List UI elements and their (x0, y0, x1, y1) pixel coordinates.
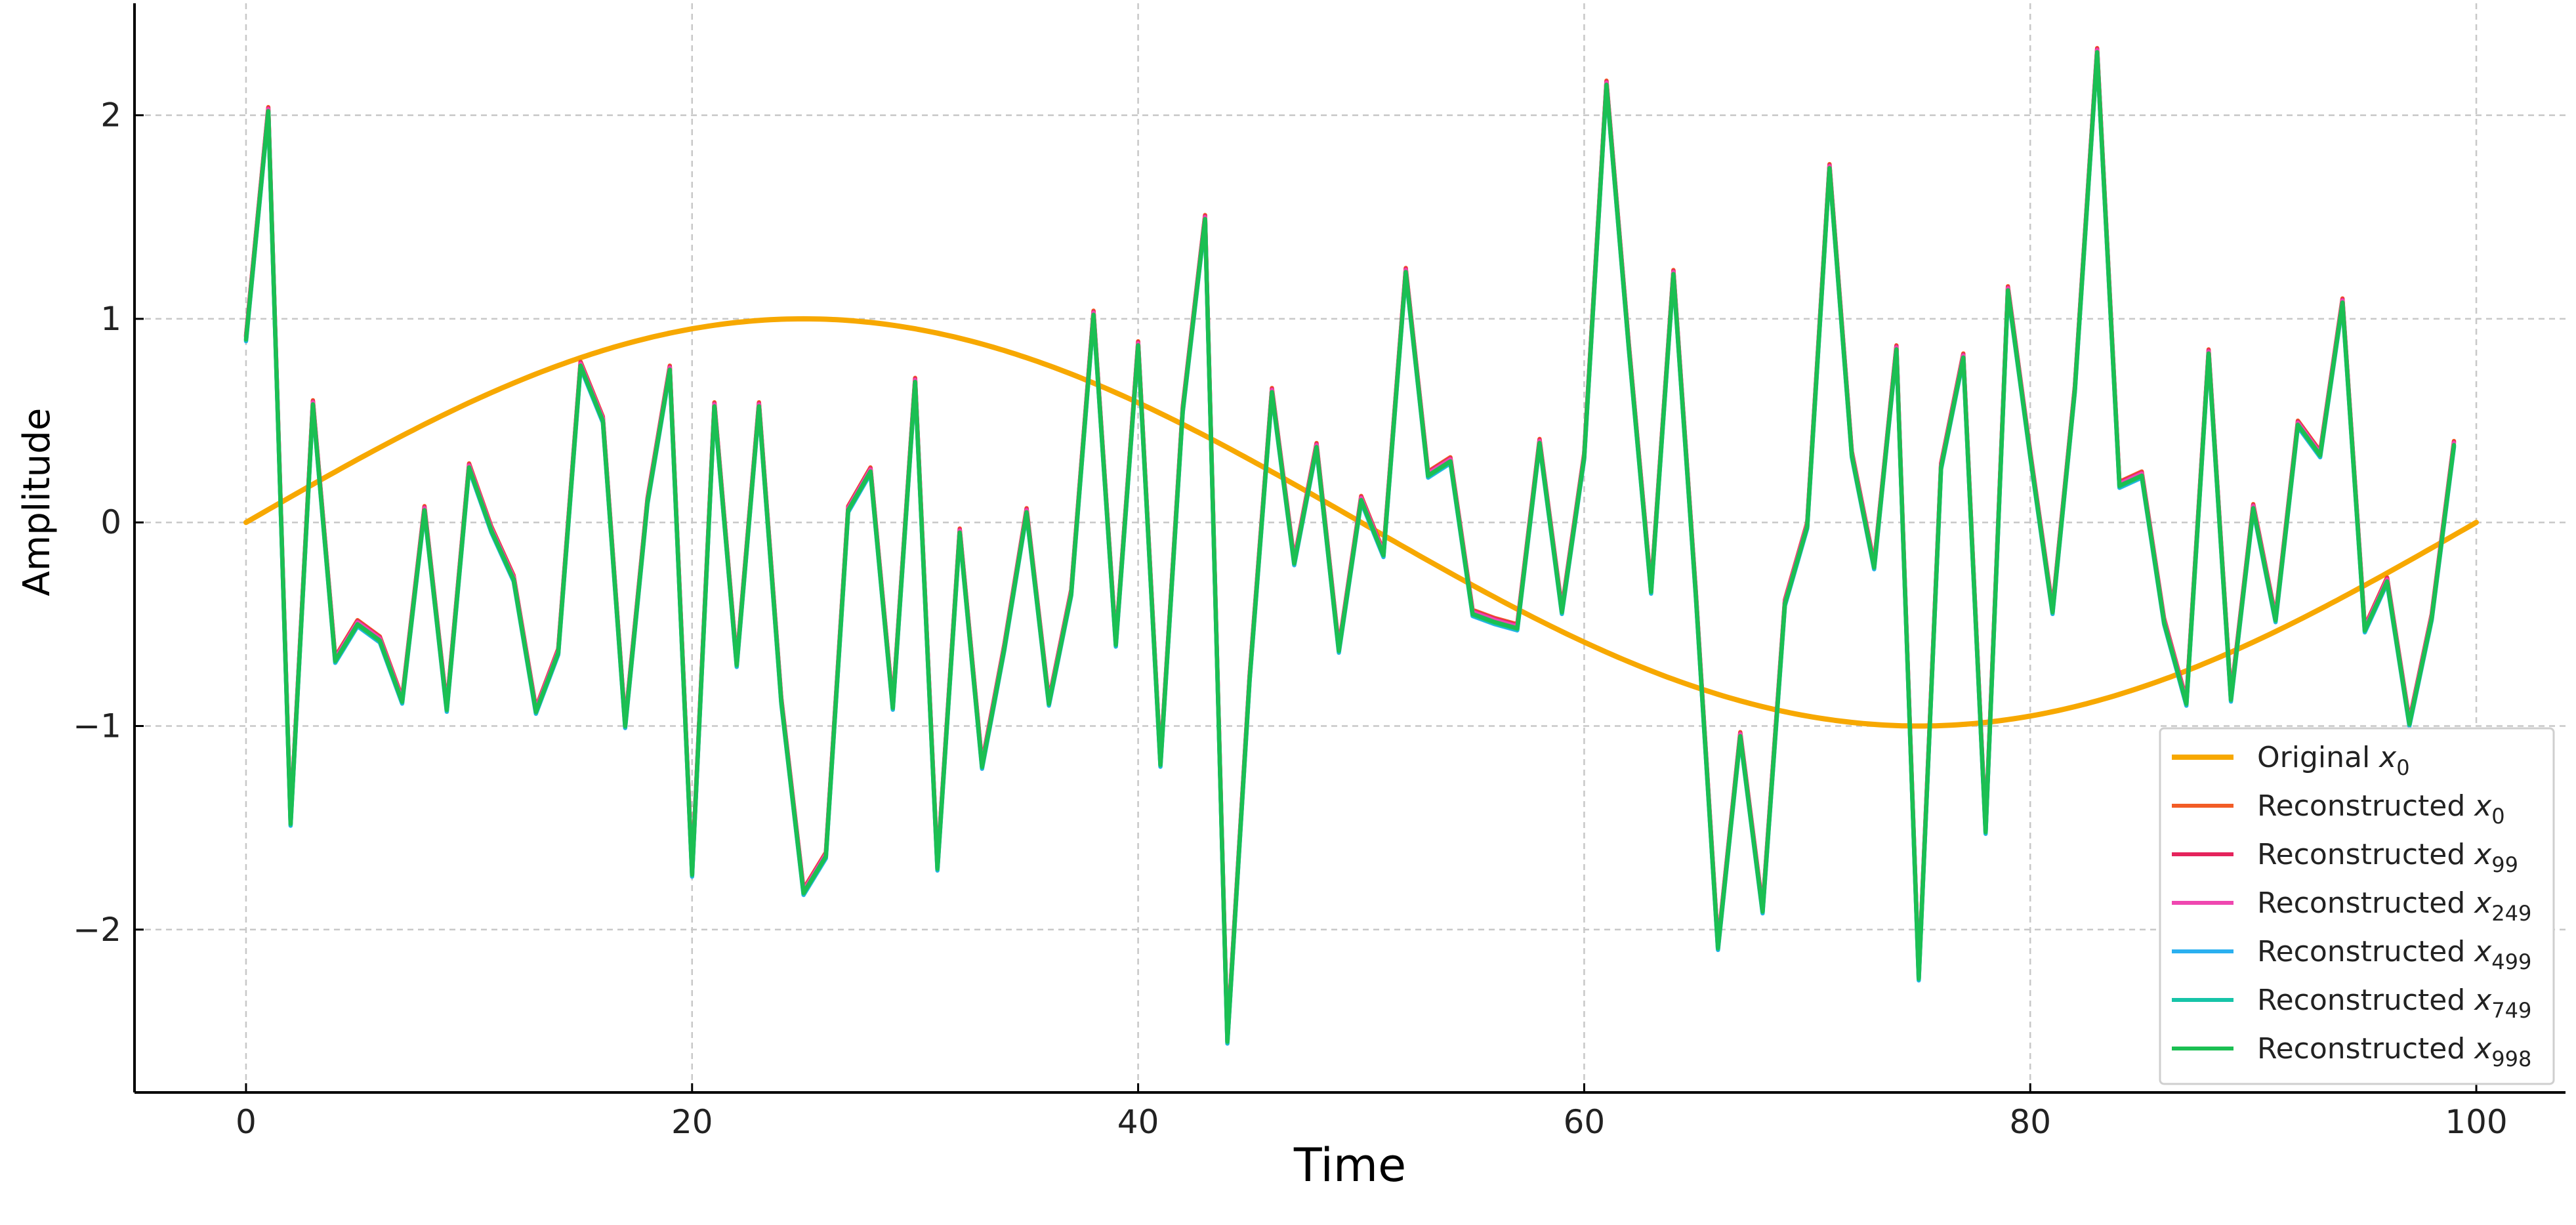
legend-entry: Reconstructed x249 (2257, 886, 2531, 926)
legend: Original x0 Reconstructed x0 Reconstructed… (2159, 727, 2555, 1085)
legend-box (2159, 727, 2555, 1085)
original-series-line (243, 316, 2479, 729)
legend-entry: Reconstructed x749 (2257, 984, 2531, 1023)
x-tick-label: 60 (1564, 1103, 1606, 1141)
reconstructed-series-line-749 (243, 51, 2457, 1045)
y-axis-label: Amplitude (16, 408, 58, 596)
x-tick-label: 40 (1117, 1103, 1159, 1141)
x-tick-label: 100 (2445, 1103, 2507, 1141)
y-tick-label: 1 (100, 300, 121, 338)
x-tick-label: 20 (671, 1103, 713, 1141)
y-tick-label: 0 (100, 503, 121, 541)
plot-area (243, 46, 2479, 1046)
reconstructed-series-line-99 (243, 47, 2457, 1041)
legend-entry: Reconstructed x998 (2257, 1032, 2531, 1071)
legend-entry: Reconstructed x99 (2257, 838, 2518, 877)
y-tick-label: −2 (73, 911, 121, 949)
y-tick-label: −1 (73, 707, 121, 745)
x-tick-label: 0 (236, 1103, 257, 1141)
axes: 0 20 40 60 80 100 −2 −1 0 1 2 (73, 3, 2566, 1141)
x-tick-label: 80 (2009, 1103, 2051, 1141)
legend-entry: Original x0 (2257, 741, 2410, 780)
x-axis-label: Time (1293, 1138, 1406, 1192)
reconstructed-series-line-249 (243, 48, 2457, 1042)
y-tick-label: 2 (100, 96, 121, 135)
legend-entry: Reconstructed x499 (2257, 935, 2531, 974)
reconstructed-series-line-0 (243, 46, 2457, 1040)
legend-entry: Reconstructed x0 (2257, 789, 2505, 829)
reconstructed-series-line-499 (243, 52, 2457, 1046)
reconstructed-series-line-998 (243, 50, 2457, 1044)
